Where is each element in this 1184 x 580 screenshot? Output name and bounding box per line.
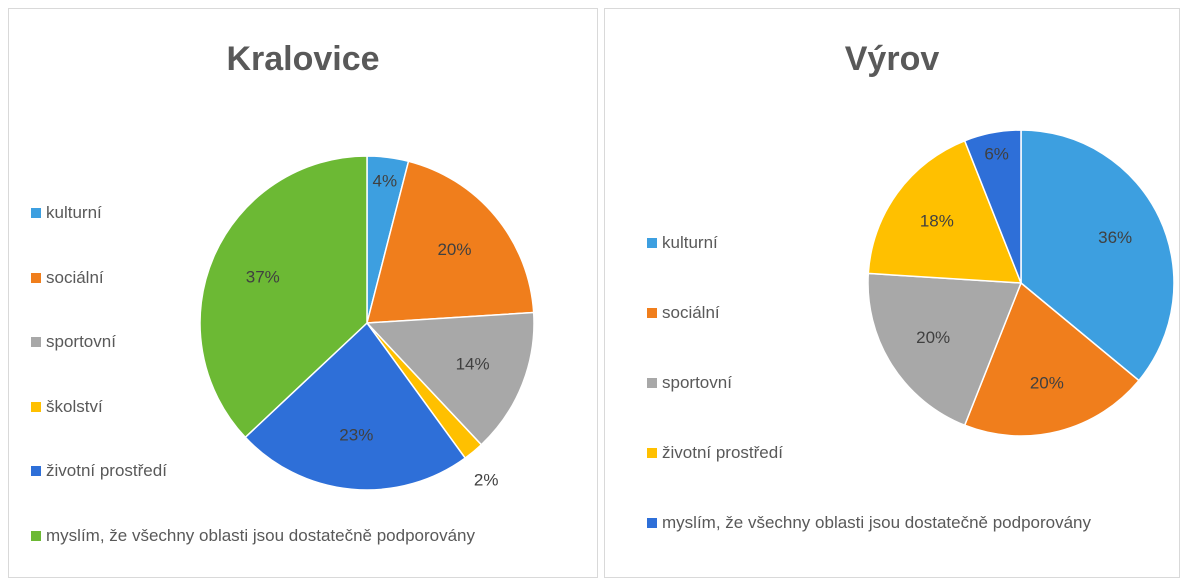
- legend-item: životní prostředí: [647, 439, 1107, 467]
- legend-label: myslím, že všechny oblasti jsou dostateč…: [662, 513, 1092, 532]
- pie-slice: [244, 321, 467, 491]
- data-label: 37%: [246, 267, 280, 286]
- legend-item: myslím, že všechny oblasti jsou dostateč…: [31, 522, 591, 550]
- legend-swatch: [31, 272, 41, 283]
- chart-panel: Kralovice 4% 20% 14% 2% 23% 37% kulturní sociáln…: [8, 8, 598, 578]
- legend-label: sportovní: [662, 373, 732, 392]
- legend-label: kulturní: [662, 233, 718, 252]
- legend-item: kulturní: [647, 229, 1107, 257]
- legend-swatch: [647, 238, 657, 248]
- legend-swatch: [647, 448, 657, 458]
- legend-swatch: [647, 378, 657, 388]
- chart-title: Výrov: [845, 40, 940, 78]
- data-label: 4%: [373, 172, 398, 191]
- data-label: 6%: [984, 145, 1009, 164]
- legend-label: sociální: [46, 267, 104, 287]
- legend-item: sportovní: [31, 328, 591, 356]
- pie-slice: [867, 139, 1023, 284]
- legend-label: životní prostředí: [662, 443, 783, 462]
- pie-slice: [963, 281, 1140, 437]
- legend-item: životní prostředí: [31, 457, 591, 485]
- data-label: 20%: [916, 328, 950, 347]
- chart-title: Kralovice: [226, 40, 379, 78]
- chart: Kralovice 4% 20% 14% 2% 23% 37%: [199, 40, 535, 491]
- data-label: 36%: [1098, 228, 1132, 247]
- legend-item: myslím, že všechny oblasti jsou dostateč…: [647, 509, 1107, 537]
- pie-slice: [199, 155, 368, 439]
- legend-swatch: [31, 208, 41, 218]
- data-label: 20%: [437, 240, 471, 259]
- legend-label: kulturní: [46, 203, 102, 222]
- legend-label: sociální: [662, 303, 720, 322]
- pie-slice: [1020, 129, 1175, 382]
- pie-slice: [867, 272, 1023, 427]
- legend-swatch: [31, 530, 41, 541]
- legend-swatch: [31, 337, 41, 347]
- pie-slice: [366, 160, 535, 324]
- data-label: 20%: [1030, 373, 1064, 392]
- legend-item: školství: [31, 393, 591, 421]
- legend-swatch: [31, 401, 41, 412]
- data-label: 14%: [456, 354, 490, 373]
- data-label: 23%: [339, 426, 373, 445]
- legend-label: myslím, že všechny oblasti jsou dostateč…: [46, 525, 476, 545]
- legend-swatch: [647, 308, 657, 318]
- legend-item: sportovní: [647, 369, 1107, 397]
- legend-item: sociální: [31, 264, 591, 292]
- legend-label: sportovní: [46, 332, 116, 351]
- legend-item: sociální: [647, 299, 1107, 327]
- data-label: 18%: [920, 211, 954, 230]
- legend-swatch: [31, 466, 41, 476]
- legend-label: životní prostředí: [46, 461, 167, 480]
- legend-label: školství: [46, 396, 103, 416]
- pie-slice: [963, 129, 1022, 284]
- chart-panel: Výrov 36% 20% 20% 18% 6% kulturní sociální sport…: [604, 8, 1180, 578]
- legend-item: kulturní: [31, 199, 591, 227]
- chart: Výrov 36% 20% 20% 18% 6%: [845, 40, 1175, 437]
- legend-swatch: [647, 518, 657, 528]
- data-label: 2%: [474, 471, 499, 490]
- pie-slice: [365, 311, 535, 446]
